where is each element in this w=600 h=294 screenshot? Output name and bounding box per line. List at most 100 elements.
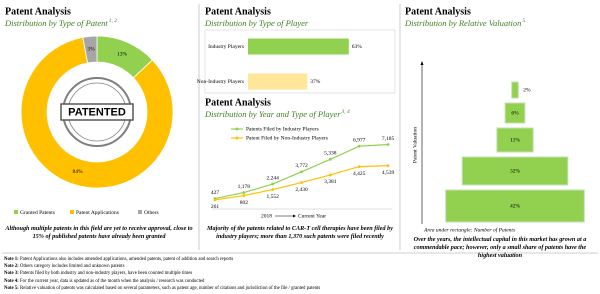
category-label: Non-Industry Players (197, 79, 244, 85)
subtitle-text: Distribution by Type of Patent (4, 18, 108, 28)
point (300, 181, 303, 184)
subtitle-note: 1, 2 (109, 18, 118, 24)
point-label: 1,178 (238, 184, 251, 190)
point-label: 4,425 (353, 171, 366, 177)
note: Note 1: Patent Applications also include… (4, 256, 596, 263)
point-label: 802 (240, 200, 249, 206)
bar-label: 6% (511, 110, 519, 116)
point (386, 143, 390, 146)
legend-swatch (138, 210, 142, 214)
bar-label: 2% (523, 87, 531, 93)
note: Note 5: Relative valuation of patents wa… (4, 285, 596, 292)
note: Note 4: For the current year, data is up… (4, 278, 596, 285)
point (271, 182, 275, 186)
stamp-text: PATENTED (68, 106, 126, 118)
panel-subtitle: Distribution by Year and Type of Player3… (204, 108, 350, 119)
y-label: Patent Valuation (412, 127, 418, 163)
panel-subtitle: Distribution by Relative Valuation5 (404, 18, 525, 28)
point-label: 2,244 (266, 175, 279, 181)
point (386, 164, 390, 168)
legend-label: Patent Filed by Non-Industry Players (246, 135, 328, 141)
x-arrowhead (293, 214, 296, 218)
subtitle-note: 5 (522, 18, 525, 24)
pie-slice (82, 35, 98, 64)
legend-marker (235, 127, 239, 131)
bar-label: 11% (510, 137, 520, 143)
note-text: Patent Applications also includes amende… (20, 257, 234, 262)
legend-label: Others (144, 210, 159, 216)
note-text: Patents filed by both industry and non-i… (20, 271, 193, 277)
funnel-bar (511, 81, 519, 99)
value-label: 37% (310, 79, 321, 85)
stamp-band (60, 103, 134, 121)
legend-swatch (14, 210, 18, 214)
notes: Note 1: Patent Applications also include… (4, 256, 596, 292)
value-label: 63% (352, 44, 363, 50)
panel-title: Patent Analysis (205, 6, 271, 17)
y-arrowhead (420, 61, 424, 65)
category-label: Industry Players (208, 44, 244, 50)
point (328, 173, 332, 177)
funnel-bar (504, 102, 526, 124)
x-label-start: 2018 (261, 213, 272, 219)
subtitle-note: 3, 4 (341, 108, 351, 115)
panel-title: Patent Analysis (5, 6, 71, 17)
funnel-bar (461, 156, 569, 186)
legend-label: Patent Applications (76, 210, 119, 216)
subtitle-text: Distribution by Relative Valuation (404, 18, 521, 28)
pie-slice (20, 36, 174, 189)
point-label: 261 (211, 204, 220, 210)
note: Note 3: Patents filed by both industry a… (4, 270, 596, 277)
caption: Over the years, the intellectual capital… (413, 236, 587, 259)
bar (248, 73, 308, 90)
bar-frame (204, 29, 396, 94)
point (242, 194, 246, 197)
point (357, 165, 361, 169)
note-text: For the current year, data is updated as… (20, 278, 205, 284)
panel-subtitle: Distribution by Type of Patent1, 2 (4, 18, 117, 28)
point-label: 6,977 (353, 137, 366, 143)
subtitle-text: Distribution by Year and Type of Player (204, 109, 341, 119)
slice-label: 3% (87, 47, 95, 53)
x-label-end: Current Year (298, 213, 326, 219)
point-label: 1,552 (266, 194, 279, 200)
point (242, 191, 246, 194)
panel-title: Patent Analysis (205, 97, 271, 108)
funnel-bar (445, 189, 585, 223)
point (328, 157, 332, 161)
bar-label: 42% (510, 203, 521, 209)
point-label: 427 (211, 190, 220, 196)
legend-marker (235, 136, 239, 140)
note-label: Note 2: (4, 264, 19, 270)
point (271, 188, 275, 191)
point (357, 144, 361, 148)
note: Note 2: Others category includes limited… (4, 263, 596, 270)
slice-label: 84% (72, 169, 83, 175)
point-label: 2,430 (295, 187, 308, 193)
caption: Majority of the patents related to CAR-T… (207, 225, 393, 240)
bar (248, 38, 349, 55)
legend-label: Patents Filed by Industry Players (246, 126, 319, 132)
point (213, 198, 217, 202)
panel-title: Patent Analysis (405, 6, 471, 17)
footer: Area under rectangle: Number of Patents (423, 226, 515, 233)
bar-label: 32% (510, 168, 521, 174)
point-label: 7,185 (382, 136, 395, 142)
point-label: 5,338 (324, 151, 337, 157)
point (300, 170, 303, 174)
point-label: 4,539 (382, 170, 395, 176)
note-text: Relative valuation of patents was calcul… (20, 285, 321, 291)
subtitle-text: Distribution by Type of Player (204, 18, 309, 28)
slice-label: 13% (117, 51, 128, 57)
panel-subtitle: Distribution by Type of Player (204, 18, 309, 28)
note-label: Note 5: (4, 285, 19, 291)
note-label: Note 3: (4, 271, 19, 277)
legend-label: Granted Patents (20, 210, 55, 216)
note-label: Note 4: (4, 278, 19, 284)
note-label: Note 1: (4, 257, 19, 262)
point-label: 3,381 (324, 179, 337, 185)
caption: Although multiple patents in this field … (5, 225, 193, 240)
legend-swatch (70, 210, 74, 214)
